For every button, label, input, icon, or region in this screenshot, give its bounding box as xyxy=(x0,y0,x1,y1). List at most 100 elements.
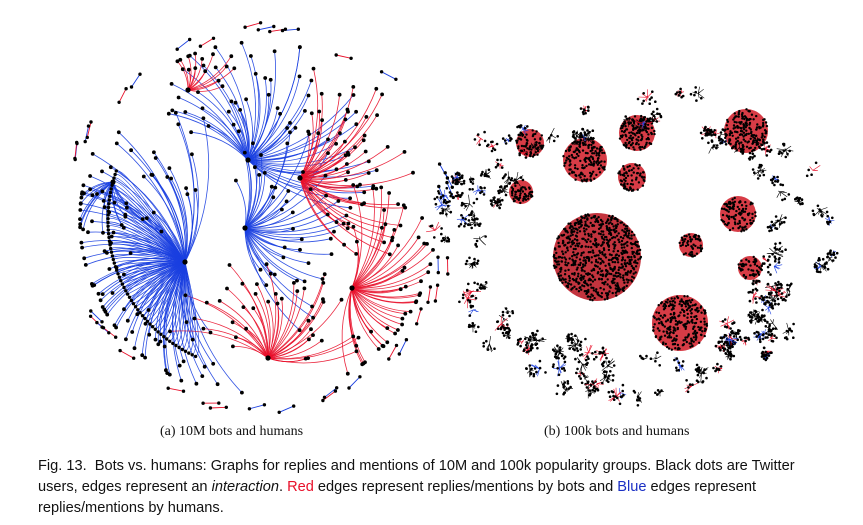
user-node xyxy=(374,168,379,173)
caption-red-word: Red xyxy=(287,479,314,495)
hub-node xyxy=(265,355,271,361)
small-cluster xyxy=(497,184,509,197)
user-node xyxy=(354,122,359,127)
user-node xyxy=(124,289,128,293)
small-cluster xyxy=(758,294,769,305)
user-node xyxy=(272,272,277,277)
small-cluster xyxy=(805,161,821,178)
small-cluster xyxy=(718,137,728,146)
user-node xyxy=(344,213,349,218)
user-node xyxy=(396,243,400,248)
user-node xyxy=(213,45,218,50)
small-cluster xyxy=(454,176,466,186)
user-node xyxy=(321,300,326,304)
user-node xyxy=(162,335,166,339)
user-node xyxy=(178,57,183,62)
hub-node xyxy=(297,175,303,181)
user-node xyxy=(343,153,348,158)
small-cluster xyxy=(766,291,783,310)
user-node xyxy=(109,234,114,239)
user-node xyxy=(116,130,121,135)
small-cluster xyxy=(565,332,574,343)
user-node xyxy=(302,286,307,291)
user-node xyxy=(280,28,285,33)
user-node xyxy=(200,57,205,61)
small-cluster xyxy=(821,251,837,263)
user-node xyxy=(111,230,116,235)
user-node xyxy=(400,269,405,273)
graph-100k xyxy=(426,86,839,407)
user-node xyxy=(293,126,298,130)
small-cluster xyxy=(785,282,793,298)
user-node xyxy=(311,66,316,71)
user-node xyxy=(326,137,330,142)
user-node xyxy=(266,92,271,97)
user-node xyxy=(124,337,128,342)
user-node xyxy=(297,328,302,333)
user-node xyxy=(311,333,315,337)
user-node xyxy=(128,251,133,256)
user-node xyxy=(206,124,211,128)
user-node xyxy=(109,187,113,191)
user-node xyxy=(229,54,234,59)
small-cluster xyxy=(454,191,464,201)
small-cluster xyxy=(631,117,644,129)
user-node xyxy=(285,126,289,130)
small-cluster xyxy=(439,200,453,218)
user-node xyxy=(354,349,359,354)
user-node xyxy=(140,353,145,358)
user-node xyxy=(202,364,207,369)
user-node xyxy=(106,232,111,236)
user-node xyxy=(255,282,259,286)
small-cluster xyxy=(578,344,598,362)
user-node xyxy=(231,122,236,127)
user-node xyxy=(360,202,364,207)
user-node xyxy=(382,208,386,212)
user-node xyxy=(292,281,296,285)
user-node xyxy=(323,173,328,178)
user-node xyxy=(201,116,206,121)
small-cluster xyxy=(575,371,586,378)
user-node xyxy=(215,382,220,387)
user-node xyxy=(201,326,206,331)
user-node xyxy=(234,178,238,183)
user-node xyxy=(411,170,415,175)
user-node xyxy=(247,407,252,411)
user-node xyxy=(112,176,116,180)
hub-node xyxy=(182,259,188,265)
user-node xyxy=(400,316,405,321)
user-node xyxy=(436,270,440,275)
user-node xyxy=(351,334,356,339)
small-cluster xyxy=(654,389,665,397)
user-node xyxy=(173,110,178,115)
user-node xyxy=(171,341,175,346)
user-node xyxy=(133,305,138,309)
user-node xyxy=(177,345,181,350)
user-node xyxy=(295,278,299,283)
user-node xyxy=(233,100,238,105)
user-node xyxy=(403,311,408,316)
small-cluster xyxy=(674,87,685,99)
user-node xyxy=(253,165,257,170)
user-node xyxy=(153,156,158,160)
user-node xyxy=(167,166,172,171)
small-cluster xyxy=(426,221,443,239)
small-cluster xyxy=(811,204,829,218)
user-node xyxy=(73,156,77,161)
user-node xyxy=(183,293,188,298)
user-node xyxy=(292,404,296,408)
user-node xyxy=(371,186,375,191)
user-node xyxy=(143,316,147,321)
user-node xyxy=(112,261,117,265)
user-node xyxy=(363,149,368,154)
user-node xyxy=(177,363,182,368)
user-node xyxy=(328,236,333,241)
user-node xyxy=(176,122,181,127)
user-node xyxy=(193,188,198,192)
user-node xyxy=(106,213,110,217)
user-node xyxy=(168,329,172,334)
small-cluster xyxy=(482,336,496,353)
user-node xyxy=(303,356,308,361)
user-node xyxy=(117,100,121,105)
small-cluster xyxy=(828,249,839,257)
